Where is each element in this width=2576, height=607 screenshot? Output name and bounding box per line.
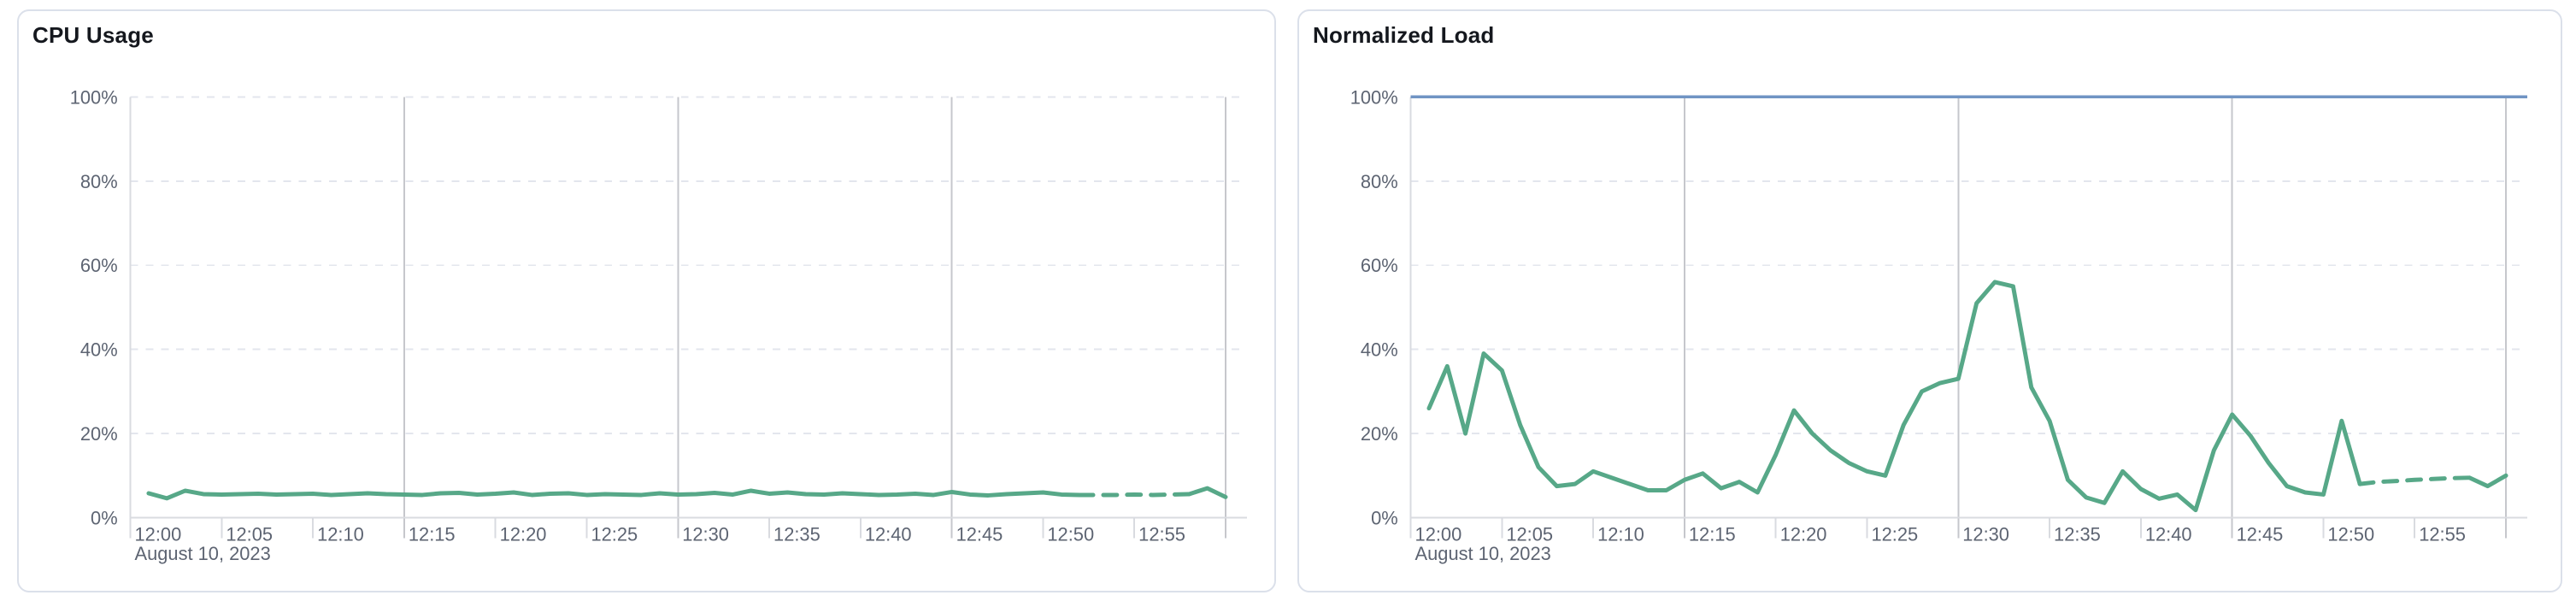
x-tick-label: 12:40	[2145, 523, 2192, 545]
y-tick-label: 100%	[1350, 86, 1398, 108]
normalized-load-card: Normalized Load 0% 20% 40% 60% 80% 100% 12:00 1…	[1297, 9, 2562, 592]
x-tick-label: 12:20	[1780, 523, 1827, 545]
date-label: August 10, 2023	[1415, 543, 1551, 564]
y-tick-label: 0%	[91, 507, 118, 528]
h-gridlines	[1410, 96, 2527, 435]
v-gridlines-15min	[403, 97, 1226, 539]
normalized-load-percent-line	[2467, 473, 2508, 489]
y-tick-label: 40%	[1361, 339, 1398, 361]
axis-ticks	[129, 97, 1247, 539]
normalized-load-title: Normalized Load	[1313, 22, 1495, 48]
x-tick-label: 12:30	[682, 523, 729, 545]
cpu-usage-line-chart[interactable]: 0%20%40%60%80%100%12:00 12:05 12:10 12:15 12…	[19, 11, 1274, 591]
x-tick-label: 12:05	[1506, 523, 1553, 545]
x-tick-label: 12:35	[2054, 523, 2101, 545]
h-gridlines	[130, 96, 1247, 435]
cpu-usage-percent-line-projected	[1077, 492, 1191, 498]
x-tick-label: 12:00	[135, 523, 182, 545]
y-tick-label: 20%	[80, 423, 118, 445]
cpu-usage-title: CPU Usage	[32, 22, 154, 48]
normalized-load-percent-line	[1426, 280, 2362, 513]
cpu-usage-percent-line	[1186, 486, 1228, 499]
x-tick-label: 12:55	[2419, 523, 2466, 545]
axis-ticks	[1409, 97, 2527, 539]
v-gridlines-15min	[1683, 97, 2508, 539]
normalized-load-percent-line-projected	[2357, 475, 2472, 486]
x-tick-label: 12:25	[591, 523, 638, 545]
x-tick-label: 12:15	[409, 523, 456, 545]
normalized-load-line-chart[interactable]: 0%20%40%60%80%100%12:00 12:05 12:10 12:15 12…	[1299, 11, 2561, 591]
x-tick-label: 12:50	[1047, 523, 1094, 545]
x-tick-label: 12:25	[1871, 523, 1918, 545]
x-tick-label: 12:45	[956, 523, 1003, 545]
y-axis-labels: 0% 20% 40% 60% 80% 100%	[70, 86, 118, 528]
x-tick-label: 12:00	[1415, 523, 1462, 545]
y-tick-label: 0%	[1371, 507, 1398, 528]
x-tick-label: 12:35	[773, 523, 820, 545]
x-tick-label: 12:10	[1597, 523, 1644, 545]
x-axis-labels: 12:00 12:05 12:10 12:15 12:20 12:25 12:30 12:35…	[1415, 523, 2466, 564]
x-tick-label: 12:50	[2327, 523, 2374, 545]
date-label: August 10, 2023	[135, 543, 271, 564]
y-tick-label: 20%	[1361, 423, 1398, 445]
x-tick-label: 12:40	[865, 523, 912, 545]
y-tick-label: 60%	[1361, 255, 1398, 276]
x-tick-label: 12:30	[1962, 523, 2009, 545]
x-tick-label: 12:55	[1138, 523, 1185, 545]
cpu-usage-card: CPU Usage 0% 20% 40% 60% 80% 100% 12:00 12:05 12…	[17, 9, 1276, 592]
y-tick-label: 60%	[80, 255, 118, 276]
x-tick-label: 12:05	[226, 523, 273, 545]
cpu-usage-percent-line	[146, 488, 1082, 501]
y-tick-label: 80%	[1361, 171, 1398, 192]
y-axis-labels: 0% 20% 40% 60% 80% 100%	[1350, 86, 1398, 528]
x-axis-labels: 12:00 12:05 12:10 12:15 12:20 12:25 12:30 12:35…	[135, 523, 1185, 564]
x-tick-label: 12:10	[317, 523, 364, 545]
y-tick-label: 40%	[80, 339, 118, 361]
x-tick-label: 12:45	[2237, 523, 2284, 545]
x-tick-label: 12:20	[500, 523, 547, 545]
y-tick-label: 80%	[80, 171, 118, 192]
y-tick-label: 100%	[70, 86, 118, 108]
x-tick-label: 12:15	[1689, 523, 1736, 545]
